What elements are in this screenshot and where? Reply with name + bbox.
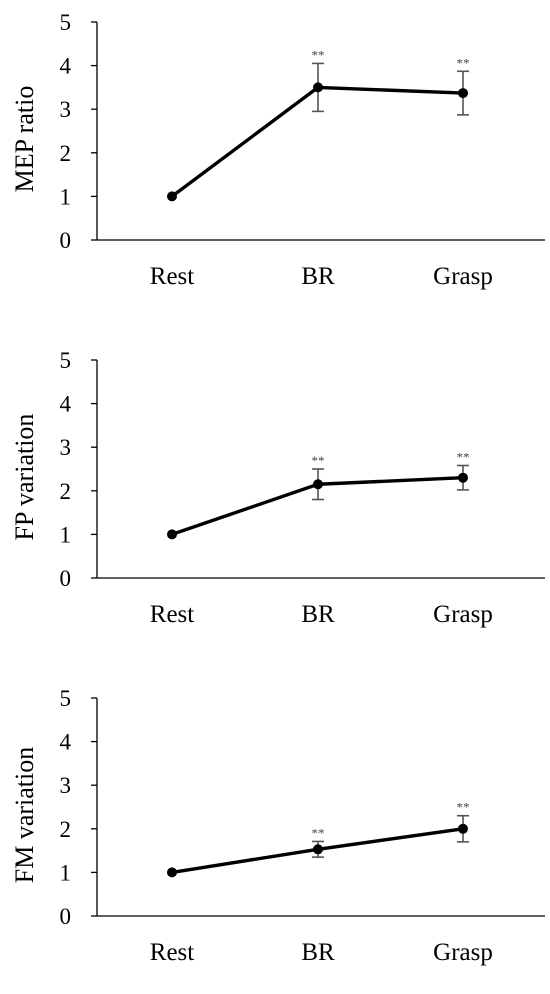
y-tick-label: 4	[60, 392, 72, 417]
x-tick-label: BR	[301, 601, 335, 628]
data-point	[313, 479, 323, 490]
data-point	[313, 844, 323, 855]
y-tick-label: 0	[60, 904, 72, 929]
significance-marker: **	[312, 453, 325, 468]
significance-marker: **	[457, 55, 470, 70]
y-tick-label: 1	[60, 860, 72, 885]
y-tick-label: 3	[60, 773, 72, 798]
significance-marker: **	[312, 825, 325, 840]
y-axis-title: FP variation	[10, 414, 39, 541]
x-tick-label: Rest	[150, 263, 195, 290]
x-tick-label: Grasp	[433, 263, 493, 290]
y-tick-label: 4	[60, 54, 72, 79]
data-point	[458, 472, 468, 483]
data-point	[458, 823, 468, 834]
data-point	[313, 82, 323, 93]
x-tick-label: BR	[301, 263, 335, 290]
significance-marker: **	[457, 450, 470, 465]
x-tick-label: Grasp	[433, 939, 493, 966]
y-tick-label: 0	[60, 228, 72, 253]
y-tick-label: 1	[60, 522, 72, 547]
chart-panel-1: 0 1 2 3 4 5 MEP ratio Rest BR Grasp ** **	[10, 10, 545, 290]
x-tick-label: Rest	[150, 939, 195, 966]
data-point	[167, 191, 177, 202]
y-axis-title: FM variation	[10, 747, 39, 884]
y-tick-label: 5	[60, 10, 72, 35]
y-tick-label: 4	[60, 730, 72, 755]
x-tick-label: Rest	[150, 601, 195, 628]
y-tick-label: 3	[60, 435, 72, 460]
significance-marker: **	[457, 800, 470, 815]
y-tick-label: 3	[60, 97, 72, 122]
y-tick-label: 1	[60, 184, 72, 209]
y-tick-label: 2	[60, 479, 72, 504]
y-tick-label: 5	[60, 686, 72, 711]
y-tick-label: 0	[60, 566, 72, 591]
chart-panel-3: 0 1 2 3 4 5 FM variation Rest BR Grasp ** **	[10, 686, 545, 966]
x-tick-label: Grasp	[433, 601, 493, 628]
x-tick-label: BR	[301, 939, 335, 966]
y-tick-label: 5	[60, 348, 72, 373]
data-point	[167, 529, 177, 540]
data-point	[458, 88, 468, 99]
y-tick-label: 2	[60, 141, 72, 166]
y-tick-label: 2	[60, 817, 72, 842]
significance-marker: **	[312, 47, 325, 62]
chart-panel-2: 0 1 2 3 4 5 FP variation Rest BR Grasp ** **	[10, 348, 545, 628]
y-axis-title: MEP ratio	[10, 86, 39, 193]
data-point	[167, 867, 177, 878]
